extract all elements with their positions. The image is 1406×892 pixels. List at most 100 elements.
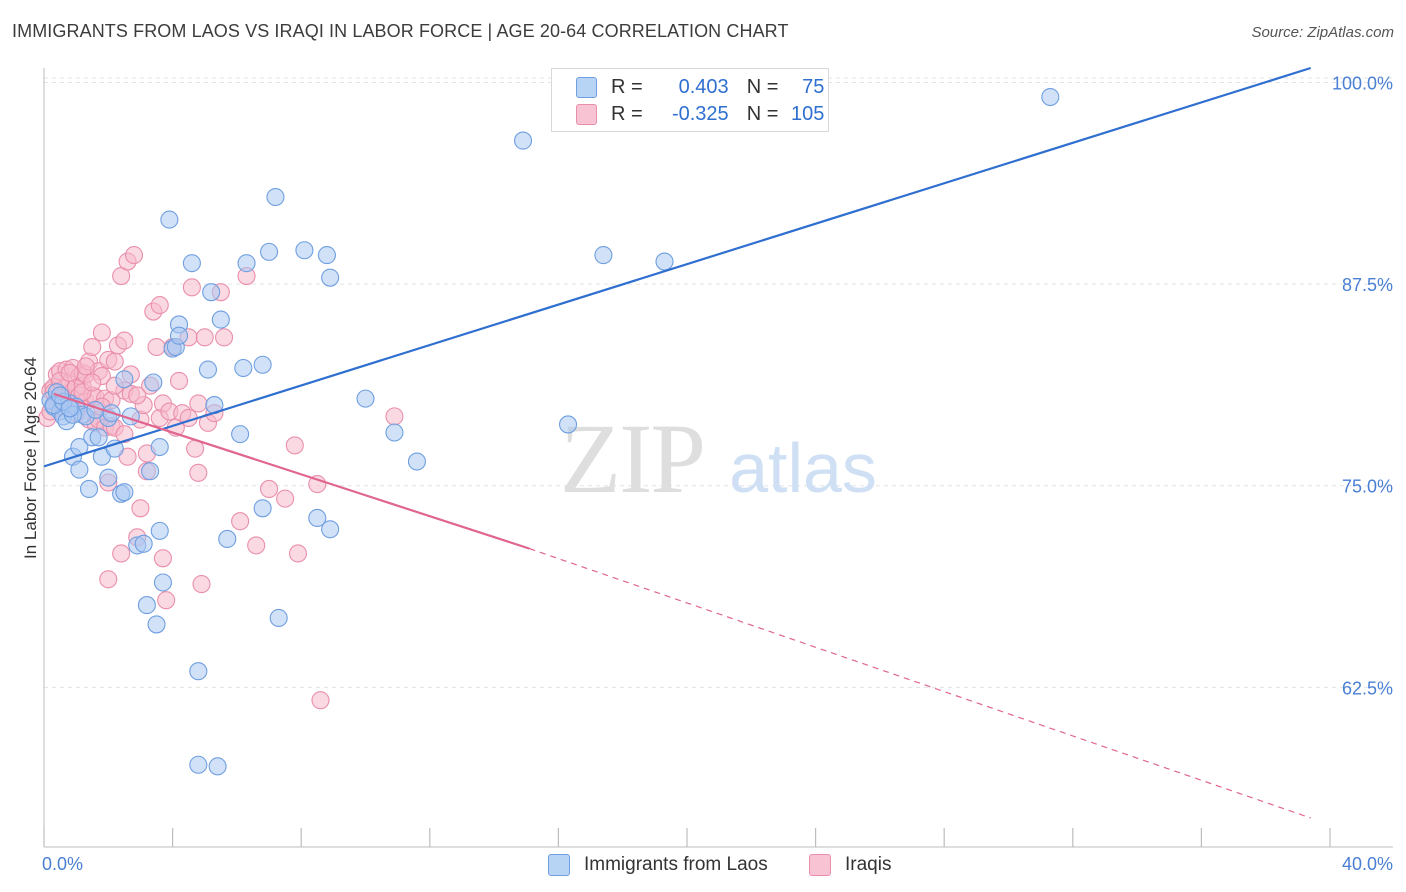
laos-point	[655, 252, 674, 271]
laos-point	[259, 242, 279, 261]
iraqis-point	[150, 296, 169, 315]
iraqis-point	[83, 337, 102, 357]
iraqis-point	[128, 386, 147, 405]
iraqis-point	[157, 591, 176, 610]
laos-point	[137, 596, 156, 615]
legend-row-laos: R = 0.403 N = 75	[576, 75, 824, 99]
bottom-legend-label-iraqis: Iraqis	[845, 854, 892, 875]
iraqis-point	[147, 337, 166, 357]
legend-r-label: R =	[611, 75, 643, 98]
iraqis-point	[214, 328, 234, 347]
laos-point	[144, 373, 163, 392]
laos-point	[385, 423, 404, 442]
bottom-legend-label-laos: Immigrants from Laos	[584, 854, 768, 875]
laos-point	[231, 425, 250, 444]
laos-point	[1041, 87, 1060, 107]
laos-point	[79, 479, 99, 499]
laos-point	[407, 452, 426, 471]
iraqis-point	[60, 363, 79, 382]
laos-point	[253, 499, 272, 518]
iraqis-point	[192, 575, 211, 594]
iraqis-point	[105, 352, 124, 371]
bottom-legend-swatch-iraqis	[809, 854, 831, 876]
bottom-legend-laos: Immigrants from Laos	[548, 851, 768, 879]
legend-r-value-iraqis: -0.325	[671, 102, 729, 125]
laos-point	[115, 370, 134, 389]
laos-point	[321, 520, 340, 539]
iraqis-point	[247, 536, 266, 555]
source-note: Source: ZipAtlas.com	[1251, 24, 1394, 41]
laos-point	[189, 755, 208, 774]
laos-point	[266, 187, 285, 207]
bottom-legend-iraqis: Iraqis	[809, 851, 891, 879]
iraqis-point	[169, 371, 189, 390]
iraqis-point	[131, 499, 150, 518]
legend-r-value-laos: 0.403	[678, 75, 729, 98]
iraqis-point	[112, 544, 131, 563]
iraqis-trendline-extension	[529, 548, 1311, 819]
laos-point	[558, 415, 578, 434]
laos-point	[237, 254, 256, 273]
legend-swatch-iraqis	[576, 103, 597, 125]
laos-point	[218, 529, 237, 548]
watermark-zip: ZIP	[560, 403, 704, 514]
legend-r-label: R =	[611, 102, 643, 125]
iraqis-point	[311, 691, 330, 710]
laos-point	[198, 360, 218, 379]
iraqis-point	[76, 357, 95, 376]
trendlines	[43, 66, 1312, 819]
iraqis-point	[118, 447, 137, 466]
laos-trendline	[43, 66, 1312, 468]
watermark: ZIP atlas	[560, 403, 877, 514]
laos-point	[208, 757, 227, 776]
laos-point	[189, 662, 208, 681]
iraqis-point	[99, 570, 118, 589]
iraqis-point	[288, 544, 308, 563]
legend-n-value-laos: 75	[802, 75, 825, 98]
y-tick-label: 75.0%	[1342, 477, 1393, 497]
iraqis-point	[189, 394, 208, 413]
iraqis-point	[231, 512, 250, 531]
laos-point	[317, 246, 336, 265]
watermark-atlas: atlas	[729, 429, 877, 507]
laos-point	[60, 399, 79, 418]
gridlines	[44, 77, 1393, 688]
iraqis-point	[92, 323, 111, 342]
y-tick-label: 62.5%	[1342, 678, 1393, 698]
laos-point	[234, 358, 253, 378]
iraqis-point	[115, 425, 134, 444]
iraqis-point	[259, 479, 279, 499]
y-tick-label: 100.0%	[1332, 74, 1393, 94]
laos-point	[134, 534, 153, 553]
laos-point	[211, 310, 230, 329]
iraqis-point	[124, 246, 144, 265]
laos-point	[115, 483, 134, 502]
legend-n-value-iraqis: 105	[791, 102, 825, 125]
correlation-legend: R = 0.403 N = 75 R = -0.325 N = 105	[551, 68, 829, 132]
y-axis-label: In Labor Force | Age 20-64	[21, 357, 40, 559]
legend-n-label: N =	[746, 102, 779, 125]
iraqis-point	[385, 407, 404, 426]
laos-point	[182, 254, 201, 273]
laos-point	[513, 131, 533, 150]
iraqis-point	[189, 463, 208, 482]
bottom-legend-swatch-laos	[548, 854, 570, 876]
legend-n-label: N =	[746, 75, 779, 98]
x-tick-label: 40.0%	[1342, 854, 1393, 874]
iraqis-point	[195, 328, 214, 347]
laos-points	[41, 87, 1060, 776]
axes	[43, 68, 1393, 848]
laos-point	[99, 468, 118, 487]
laos-point	[150, 521, 169, 540]
laos-point	[202, 283, 221, 302]
iraqis-trendline	[53, 392, 530, 550]
laos-point	[308, 508, 327, 528]
x-tick-label: 0.0%	[42, 854, 83, 874]
legend-swatch-laos	[576, 76, 597, 98]
iraqis-point	[276, 489, 295, 508]
laos-point	[321, 268, 340, 287]
laos-point	[269, 608, 288, 628]
laos-point	[153, 573, 173, 592]
laos-point	[253, 355, 272, 374]
